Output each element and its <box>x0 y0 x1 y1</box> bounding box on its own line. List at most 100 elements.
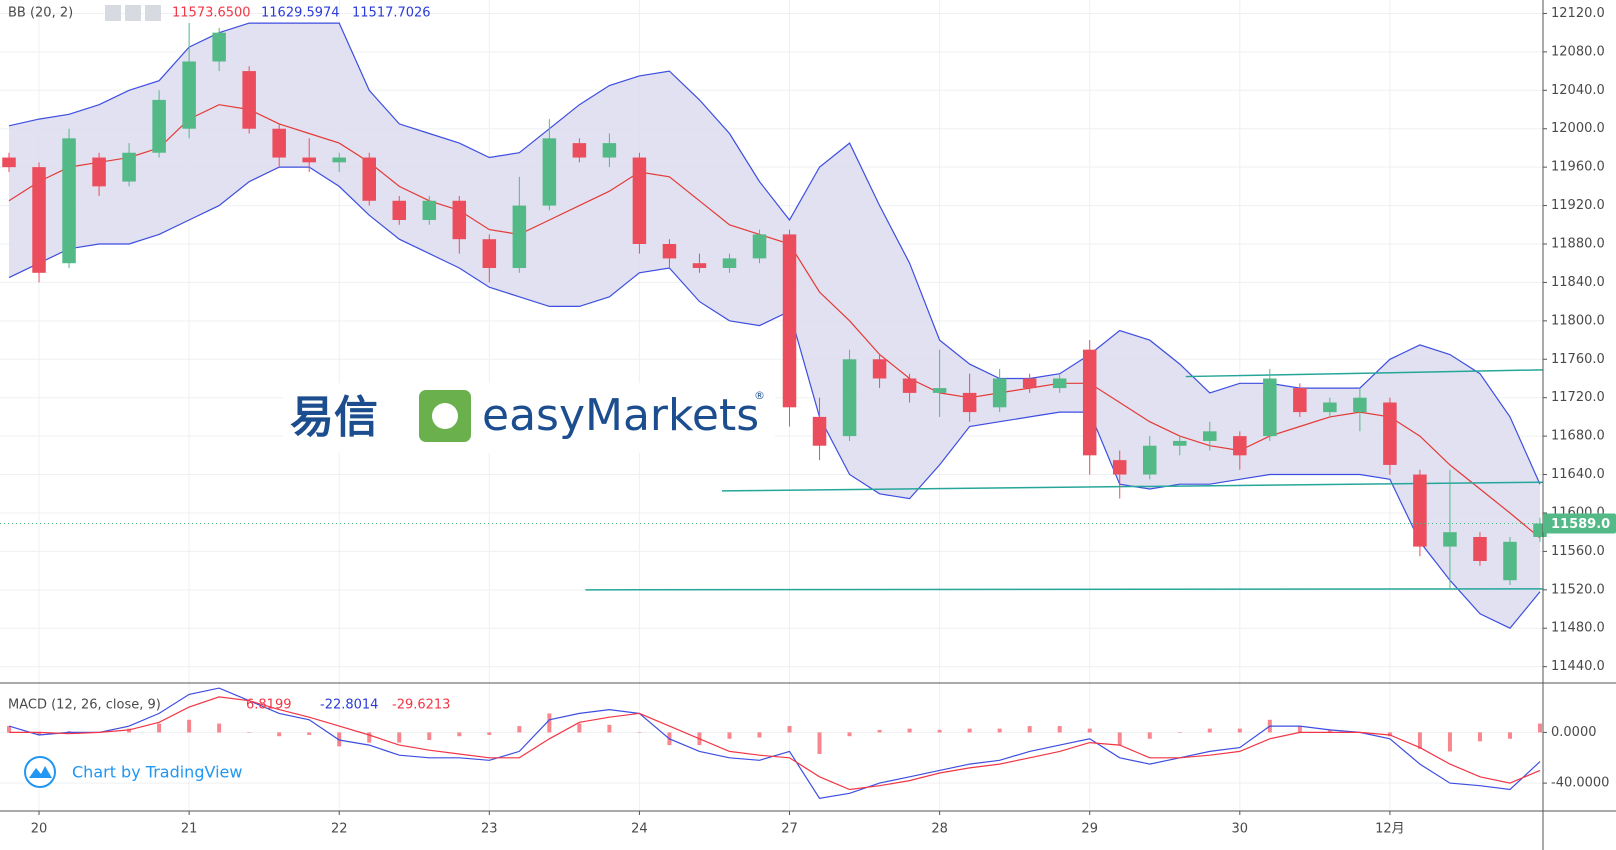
x-tick-label: 28 <box>931 822 948 837</box>
histogram-bar <box>967 728 972 733</box>
candle-body <box>1503 541 1517 581</box>
y-tick-label: 11920.0 <box>1551 198 1605 213</box>
candle-body <box>902 378 917 393</box>
histogram-bar <box>247 732 252 733</box>
histogram-bar <box>127 728 132 733</box>
candle-body <box>692 263 707 269</box>
candle-body <box>482 239 497 269</box>
band-lower <box>8 166 1541 629</box>
candle-body <box>1323 402 1337 413</box>
candle-body <box>62 138 76 264</box>
histogram-bar <box>877 729 882 733</box>
candle-body <box>1233 436 1247 456</box>
candle-body <box>1383 402 1397 465</box>
histogram-bar <box>1177 732 1182 733</box>
candle-body <box>332 157 346 163</box>
trendline <box>1185 369 1544 378</box>
histogram-bar <box>1057 726 1062 733</box>
histogram-bar <box>1237 728 1242 733</box>
histogram-bar <box>307 732 312 735</box>
watermark-mark: ® <box>754 389 765 402</box>
macd-line <box>9 696 1541 791</box>
indicator-title: BB (20, 2) <box>8 6 73 21</box>
x-tick-label: 21 <box>181 822 198 837</box>
candle-body <box>92 157 106 187</box>
last-price-label: 11589.0 <box>1551 517 1610 532</box>
candle-body <box>362 157 376 201</box>
x-tick-label: 29 <box>1081 822 1098 837</box>
x-tick-label: 27 <box>781 822 798 837</box>
bb-header: BB (20, 2) 11573.6500 11629.5974 11517.7… <box>8 5 431 21</box>
readout: 6.8199 <box>246 698 292 713</box>
tradingview-badge[interactable]: Chart by TradingView <box>24 756 242 788</box>
candle-body <box>992 378 1007 408</box>
candle-body <box>1263 378 1277 437</box>
tv-logo <box>24 756 56 788</box>
readout: 11573.6500 <box>172 6 251 21</box>
candle-body <box>422 200 437 220</box>
histogram-bar <box>607 724 612 733</box>
trendline <box>721 481 1544 492</box>
x-tick-label: 12月 <box>1375 822 1405 837</box>
header-button[interactable] <box>125 5 141 21</box>
watermark-brand: easyMarkets <box>482 390 759 441</box>
histogram-bar <box>367 732 372 743</box>
attribution[interactable]: Chart by TradingView <box>72 763 242 782</box>
candle-body <box>782 234 797 408</box>
macd-line <box>8 687 1541 799</box>
histogram-bar <box>217 723 222 733</box>
header-button[interactable] <box>105 5 121 21</box>
y-tick-label: 11640.0 <box>1551 467 1605 482</box>
histogram-bar <box>1297 726 1302 733</box>
candle-body <box>962 392 977 413</box>
candle-body <box>932 388 947 393</box>
y-tick-label: 11840.0 <box>1551 275 1605 290</box>
candle-body <box>1173 440 1187 446</box>
y-tick-label: 11560.0 <box>1551 544 1605 559</box>
y-tick-label: 11440.0 <box>1551 659 1605 674</box>
candle-body <box>512 205 527 269</box>
histogram-bar <box>1417 732 1422 749</box>
histogram-bar <box>487 732 492 735</box>
y-tick-label: 11520.0 <box>1551 582 1605 597</box>
y-tick-label: 11760.0 <box>1551 352 1605 367</box>
readout: 11629.5974 <box>261 6 340 21</box>
readout: 11517.7026 <box>352 6 431 21</box>
histogram-bar <box>1147 732 1152 739</box>
y-tick-label: 11720.0 <box>1551 390 1605 405</box>
candle-body <box>1353 397 1367 413</box>
histogram-bar <box>637 732 642 733</box>
y-tick-label: 11960.0 <box>1551 160 1605 175</box>
histogram-bar <box>1507 732 1512 739</box>
candle-body <box>32 167 46 273</box>
histogram-bar <box>727 732 732 739</box>
x-tick-label: 20 <box>31 822 48 837</box>
histogram-bar <box>577 723 582 733</box>
plot-layer <box>0 22 1547 799</box>
watermark-logo-dot <box>432 403 458 429</box>
readout: -29.6213 <box>392 698 450 713</box>
histogram-bar <box>907 728 912 733</box>
histogram-bar <box>547 713 552 733</box>
histogram-bar <box>7 726 12 733</box>
candle-body <box>272 128 286 158</box>
trendline <box>585 588 1544 591</box>
header-button[interactable] <box>145 5 161 21</box>
histogram-bar <box>1327 729 1332 733</box>
last-price-tag <box>1543 513 1616 534</box>
candle-body <box>182 61 196 129</box>
histogram-bar <box>457 732 462 737</box>
candle-body <box>872 359 887 379</box>
candle-body <box>722 258 737 269</box>
band-upper <box>8 22 1541 485</box>
band-fill <box>9 23 1540 629</box>
histogram-bar <box>997 728 1002 733</box>
watermark-cn: 易信 <box>290 392 378 443</box>
candle-body <box>2 157 16 168</box>
candle-body <box>1413 474 1427 547</box>
candle-body <box>662 243 677 259</box>
candle-body <box>1443 532 1457 547</box>
histogram-bar <box>1447 732 1452 752</box>
